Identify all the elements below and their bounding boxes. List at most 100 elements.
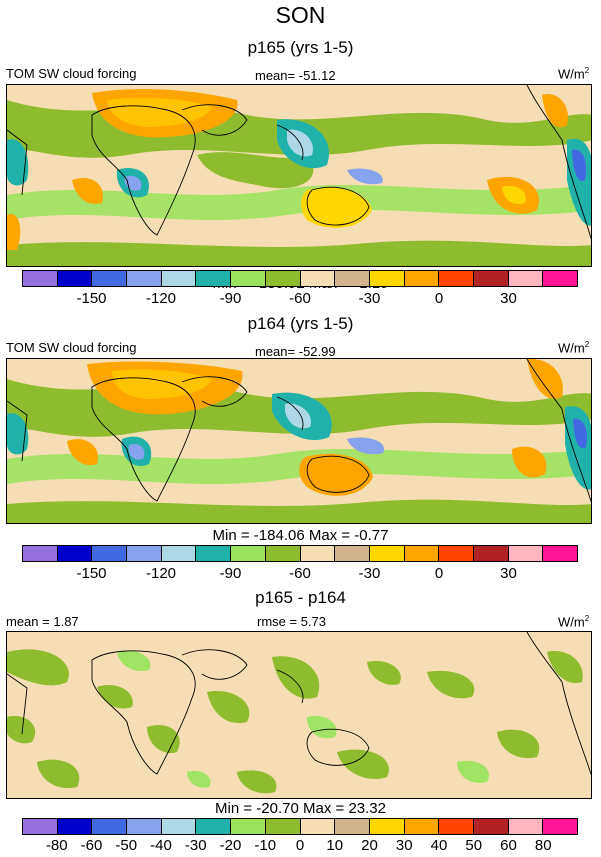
colorbar-tick-label: -120 <box>145 290 177 307</box>
panel2-mean-value: -52.99 <box>298 344 336 359</box>
colorbar-tick-label: -60 <box>80 837 103 854</box>
colorbar-swatch <box>473 546 509 561</box>
colorbar-swatch <box>300 819 336 834</box>
panel3-title: p165 - p164 <box>255 588 346 607</box>
panel1-colorbar-ticks: -150 -120 -90 -60 -30 0 30 <box>0 290 601 310</box>
colorbar-swatch <box>23 546 58 561</box>
colorbar-swatch <box>127 546 162 561</box>
panel3-map <box>6 631 592 799</box>
panel3-colorbar <box>22 818 578 835</box>
panel2-units-exp: 2 <box>584 340 590 349</box>
panel3-units-exp: 2 <box>584 614 590 623</box>
panel3-rmse-label: rmse = <box>257 614 298 629</box>
colorbar-tick-label: -60 <box>289 565 311 582</box>
panel2-map <box>6 358 592 524</box>
colorbar-swatch <box>231 819 266 834</box>
colorbar-tick-label: -90 <box>219 290 242 307</box>
colorbar-swatch <box>508 546 544 561</box>
colorbar-swatch <box>543 271 577 286</box>
colorbar-swatch <box>439 819 474 834</box>
colorbar-tick-label: 20 <box>361 837 378 854</box>
panel2-colorbar-ticks: -150 -120 -90 -60 -30 0 30 <box>0 565 601 585</box>
panel1-map <box>6 84 592 267</box>
colorbar-swatch <box>300 271 336 286</box>
panel2-mean: mean= -52.99 <box>255 344 336 359</box>
panel2-units-base: W/m <box>558 340 585 356</box>
panel2-colorbar <box>22 545 578 562</box>
colorbar-swatch <box>404 546 440 561</box>
panel3-mean: mean = 1.87 <box>6 614 79 629</box>
colorbar-swatch <box>543 819 577 834</box>
panel1-mean-label: mean= <box>255 68 296 83</box>
colorbar-tick-label: 80 <box>534 837 552 854</box>
panel2-min-label: Min = <box>212 527 250 544</box>
colorbar-tick-label: -120 <box>145 565 177 582</box>
colorbar-swatch <box>508 819 544 834</box>
panel3-minmax: Min = -20.70 Max = 23.32 <box>0 800 601 817</box>
colorbar-tick-label: -50 <box>115 837 138 854</box>
panel3-max-label: Max = <box>303 800 345 817</box>
colorbar-tick-label: 30 <box>500 290 517 307</box>
colorbar-tick-label: 0 <box>434 290 444 307</box>
colorbar-swatch <box>23 819 58 834</box>
colorbar-tick-label: 40 <box>430 837 448 854</box>
season-title: SON <box>275 2 326 28</box>
colorbar-swatch <box>231 271 266 286</box>
colorbar-tick-label: -60 <box>289 290 311 307</box>
colorbar-swatch <box>439 271 474 286</box>
panel1-variable: TOM SW cloud forcing <box>6 66 137 81</box>
colorbar-tick-label: -150 <box>76 565 107 582</box>
colorbar-tick-label: -150 <box>76 290 107 307</box>
panel3-max-value: 23.32 <box>348 800 386 817</box>
colorbar-swatch <box>127 271 162 286</box>
colorbar-tick-label: -80 <box>45 837 68 854</box>
panel2-min-value: -184.06 <box>253 527 305 544</box>
colorbar-swatch <box>335 819 370 834</box>
colorbar-swatch <box>265 819 301 834</box>
colorbar-swatch <box>57 271 93 286</box>
colorbar-swatch <box>265 546 301 561</box>
panel1-colorbar <box>22 270 578 287</box>
panel3-colorbar-ticks: -80 -60 -50 -40 -30 -20 -10 0 10 20 30 40 50 60 80 <box>0 837 601 857</box>
colorbar-tick-label: -30 <box>184 837 207 854</box>
colorbar-tick-label: -30 <box>358 290 381 307</box>
colorbar-swatch <box>369 271 405 286</box>
panel3-rmse: rmse = 5.73 <box>257 614 326 629</box>
colorbar-swatch <box>265 271 301 286</box>
colorbar-swatch <box>161 546 197 561</box>
panel2-variable: TOM SW cloud forcing <box>6 340 137 355</box>
colorbar-swatch <box>508 271 544 286</box>
colorbar-swatch <box>543 546 577 561</box>
panel3-rmse-value: 5.73 <box>300 614 327 629</box>
colorbar-swatch <box>57 546 93 561</box>
panel2-max-value: -0.77 <box>354 527 389 544</box>
colorbar-tick-label: -90 <box>219 565 242 582</box>
panel2-title: p164 (yrs 1-5) <box>247 314 354 333</box>
colorbar-swatch <box>335 271 370 286</box>
colorbar-tick-label: 10 <box>326 837 344 854</box>
panel1-mean: mean= -51.12 <box>255 68 336 83</box>
panel2-minmax: Min = -184.06 Max = -0.77 <box>0 527 601 544</box>
colorbar-swatch <box>439 546 474 561</box>
colorbar-swatch <box>404 819 440 834</box>
colorbar-tick-label: -10 <box>254 837 277 854</box>
panel3-min-label: Min = <box>215 800 253 817</box>
panel3-units: W/m2 <box>558 614 589 629</box>
panel2-mean-label: mean= <box>255 344 296 359</box>
colorbar-tick-label: 0 <box>295 837 305 854</box>
colorbar-swatch <box>369 819 405 834</box>
panel1-units-base: W/m <box>558 66 585 82</box>
panel3-mean-label: mean = <box>6 614 50 629</box>
panel1-units-exp: 2 <box>584 66 590 75</box>
panel3-units-base: W/m <box>558 614 585 630</box>
colorbar-swatch <box>335 546 370 561</box>
colorbar-swatch <box>369 546 405 561</box>
colorbar-tick-label: -30 <box>358 565 381 582</box>
colorbar-swatch <box>161 271 197 286</box>
colorbar-tick-label: -40 <box>150 837 172 854</box>
colorbar-swatch <box>196 271 232 286</box>
colorbar-swatch <box>196 819 232 834</box>
colorbar-swatch <box>57 819 93 834</box>
colorbar-swatch <box>127 819 162 834</box>
colorbar-swatch <box>92 546 128 561</box>
